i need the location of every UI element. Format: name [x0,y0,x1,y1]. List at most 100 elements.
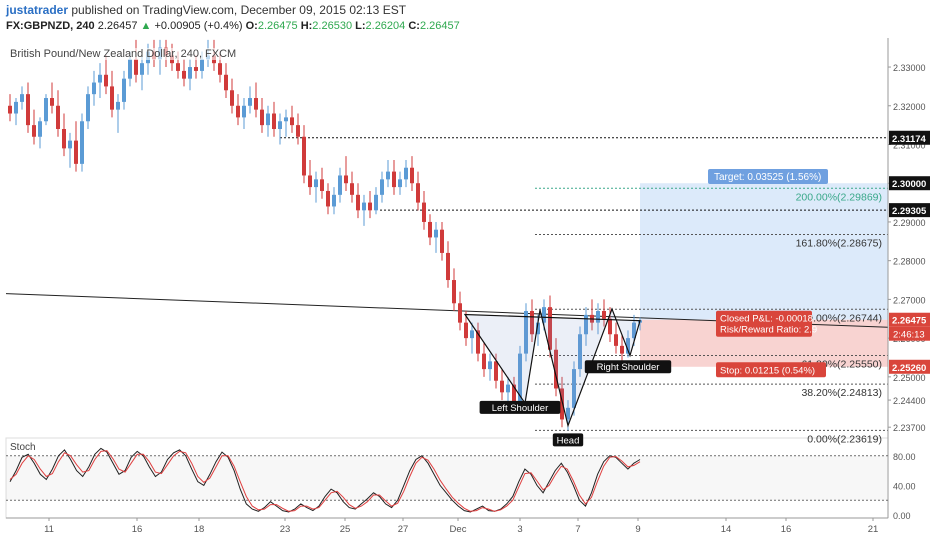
candle-body [26,94,30,126]
candle-body [356,194,360,211]
candle-body [452,280,456,304]
candle-body [524,311,528,354]
candle-body [194,67,198,71]
x-tick-label: 21 [868,524,879,535]
price-tag [889,203,930,218]
candle-body [566,407,570,420]
candle-body [284,117,288,122]
stoch-tick-label: 40.00 [893,481,916,491]
x-tick-label: 16 [781,524,792,535]
candle-body [578,334,582,370]
candle-body [518,353,522,404]
candle-body [80,121,84,164]
publish-header: justatrader published on TradingView.com… [6,3,406,17]
price-chart[interactable]: 200.00%(2.29869) 161.80%(2.28675) 100.00%(… [0,38,932,550]
fib-label: 200.00%(2.29869) [796,191,882,203]
x-tick-label: 11 [44,524,54,535]
candle-body [62,129,66,149]
x-tick-label: 23 [280,524,291,535]
stoch-tick-label: 80.00 [893,452,916,462]
closed-pl-label: Closed P&L: -0.00018 [720,314,813,325]
symbol-label[interactable]: FX:GBPNZD, 240 [6,20,95,32]
candle-body [176,63,180,71]
candle-body [332,194,336,207]
candle-body [236,105,240,118]
price-tag-label: 2.25260 [892,363,926,374]
candle-body [20,94,24,102]
candle-body [308,175,312,188]
candle-body [182,70,186,79]
price-tag [889,312,930,327]
candle-body [614,334,618,346]
candle-body [488,361,492,370]
candle-body [434,229,438,238]
candle-body [218,63,222,75]
instrument-label: British Pound/New Zealand Dollar, 240, F… [10,48,237,60]
high-value: 2.26530 [312,20,353,32]
candle-body [110,86,114,110]
candle-body [230,90,234,106]
candle-body [38,121,42,137]
candle-body [608,318,612,335]
candle-body [98,74,102,83]
last-price: 2.26457 [97,20,138,32]
price-tag-label: 2.26475 [892,316,927,327]
candle-body [548,307,552,350]
candle-body [242,105,246,118]
candle-body [140,63,144,75]
candle-body [392,171,396,188]
candle-body [476,330,480,354]
candle-body [188,67,192,79]
fib-label: 38.20%(2.24813) [801,387,882,399]
candle-body [32,125,36,137]
candle-body [620,345,624,354]
candle-body [470,330,474,339]
candle-body [50,98,54,106]
candle-body [104,74,108,87]
candle-body [260,109,264,126]
fib-label: 161.80%(2.28675) [796,238,882,250]
price-tag [889,130,930,145]
x-tick-label: 14 [721,524,732,535]
y-tick-label: 2.24400 [893,396,926,406]
candle-body [494,361,498,381]
candle-body [338,175,342,195]
author-link[interactable]: justatrader [6,3,69,17]
candle-body [314,179,318,188]
candle-body [56,105,60,130]
low-label: L: [355,20,366,32]
candle-body [428,221,432,238]
candle-body [224,74,228,91]
stop-label: Stop: 0.01215 (0.54%) [720,365,815,376]
price-tag-label: 2.31174 [892,134,927,145]
candle-body [92,82,96,95]
stoch-tick-label: 0.00 [893,511,911,521]
stoch-band [6,455,888,501]
candle-body [248,98,252,106]
annotation-box [552,433,584,447]
candle-body [44,98,48,122]
x-tick-label: 27 [398,524,409,535]
y-tick-label: 2.28000 [893,257,926,267]
price-tag [889,176,930,191]
candle-body [14,101,18,114]
candle-body [290,117,294,126]
target-label: Target: 0.03525 (1.56%) [714,172,821,183]
countdown-tag [889,326,930,341]
x-tick-label: 9 [635,524,640,535]
annotation-box [479,400,561,414]
x-tick-label: 18 [194,524,205,535]
y-tick-label: 2.33000 [893,63,926,73]
candle-body [596,311,600,323]
x-tick-label: Dec [450,524,467,535]
pl-box [716,310,812,337]
candle-body [362,202,366,211]
candle-body [410,167,414,184]
x-tick-label: 7 [575,524,580,535]
high-label: H: [300,20,313,32]
x-tick-label: 16 [132,524,143,535]
target-zone [640,183,888,320]
countdown-label: 2:46:13 [893,330,925,341]
candle-body [602,311,606,319]
y-tick-label: 2.27000 [893,295,926,305]
